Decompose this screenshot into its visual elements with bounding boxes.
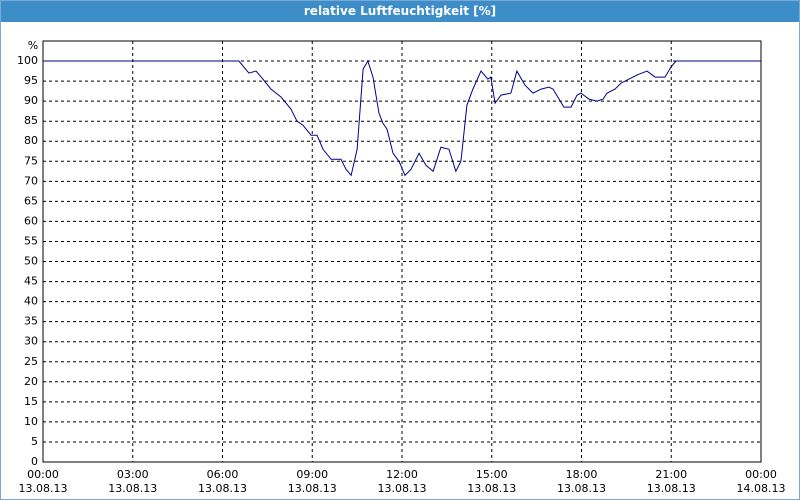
- y-tick-label: 95: [24, 74, 38, 87]
- y-tick-label: 70: [24, 174, 38, 187]
- y-tick-label: 80: [24, 134, 38, 147]
- y-tick-label: 10: [24, 415, 38, 428]
- y-tick-label: 15: [24, 395, 38, 408]
- y-tick-label: 85: [24, 114, 38, 127]
- y-tick-label: 55: [24, 234, 38, 247]
- y-tick-label: 5: [31, 435, 38, 448]
- y-tick-label: 65: [24, 194, 38, 207]
- x-tick-label: 12:00 13.08.13: [377, 468, 427, 495]
- y-tick-label: 45: [24, 275, 38, 288]
- y-tick-label: 20: [24, 375, 38, 388]
- y-tick-label: 35: [24, 315, 38, 328]
- y-tick-label: 30: [24, 335, 38, 348]
- y-tick-label: 50: [24, 255, 38, 268]
- y-tick-label: 100: [17, 54, 38, 67]
- y-tick-label: 40: [24, 295, 38, 308]
- y-tick-label: 0: [31, 455, 38, 468]
- title-bar: relative Luftfeuchtigkeit [%]: [1, 1, 799, 22]
- x-tick-label: 09:00 13.08.13: [287, 468, 337, 495]
- x-tick-label: 03:00 13.08.13: [108, 468, 158, 495]
- y-tick-label: 75: [24, 154, 38, 167]
- x-tick-label: 00:00 14.08.13: [736, 468, 786, 495]
- x-tick-label: 00:00 13.08.13: [18, 468, 68, 495]
- y-tick-label: 90: [24, 94, 38, 107]
- x-tick-label: 21:00 13.08.13: [646, 468, 696, 495]
- x-tick-label: 06:00 13.08.13: [198, 468, 247, 495]
- y-tick-label: 25: [24, 355, 38, 368]
- y-axis-label: %: [28, 39, 38, 52]
- plot-frame: [42, 40, 762, 463]
- x-tick-label: 15:00 13.08.13: [467, 468, 517, 495]
- x-tick-label: 18:00 13.08.13: [557, 468, 606, 495]
- data-line: [43, 59, 761, 177]
- y-tick-label: 60: [24, 214, 38, 227]
